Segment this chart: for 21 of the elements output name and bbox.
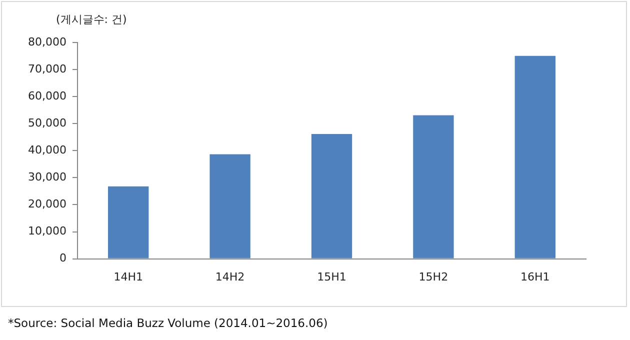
y-tick-label: 30,000 [28,170,66,184]
y-tick-label: 40,000 [28,144,66,157]
bar [210,154,250,258]
bar [108,186,149,258]
x-tick-label: 14H2 [215,270,245,284]
y-axis-title: (게시글수: 건) [56,12,127,27]
y-tick-label: 70,000 [28,62,66,76]
y-tick-label: 50,000 [28,116,66,130]
text: *Source: Social Media Buzz Volume (2014.01~2016.06) [8,316,328,330]
y-tick-label: 80,000 [28,35,66,48]
bar [413,115,454,258]
x-tick-label: 14H1 [114,270,143,284]
bar [514,56,556,258]
x-tick-label: 15H2 [418,270,448,284]
y-tick-label: 10,000 [28,224,66,238]
x-tick-label: 15H1 [317,270,346,284]
x-tick-label: 16H1 [520,270,550,284]
y-tick-label: 60,000 [28,90,66,103]
y-tick-label: 0 [59,252,66,265]
y-tick-label: 20,000 [28,198,66,211]
bar [311,134,352,258]
